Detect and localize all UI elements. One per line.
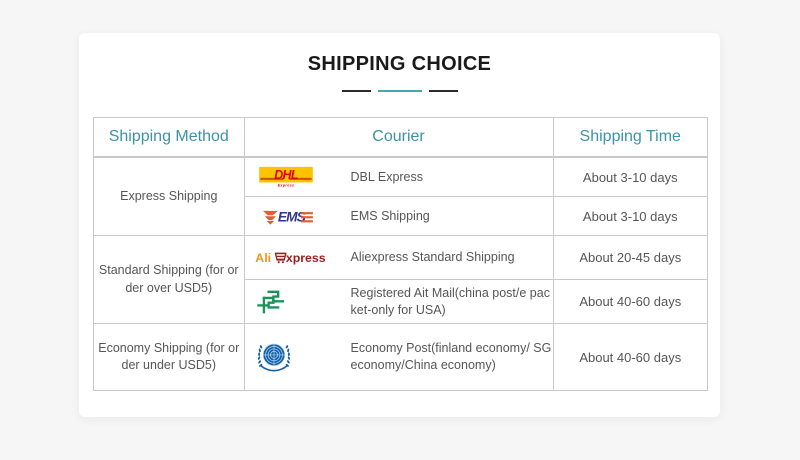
svg-text:DHL: DHL — [274, 168, 298, 182]
svg-text:Express: Express — [277, 183, 294, 187]
svg-text:Ali: Ali — [255, 250, 271, 264]
svg-text:xpress: xpress — [285, 250, 325, 264]
